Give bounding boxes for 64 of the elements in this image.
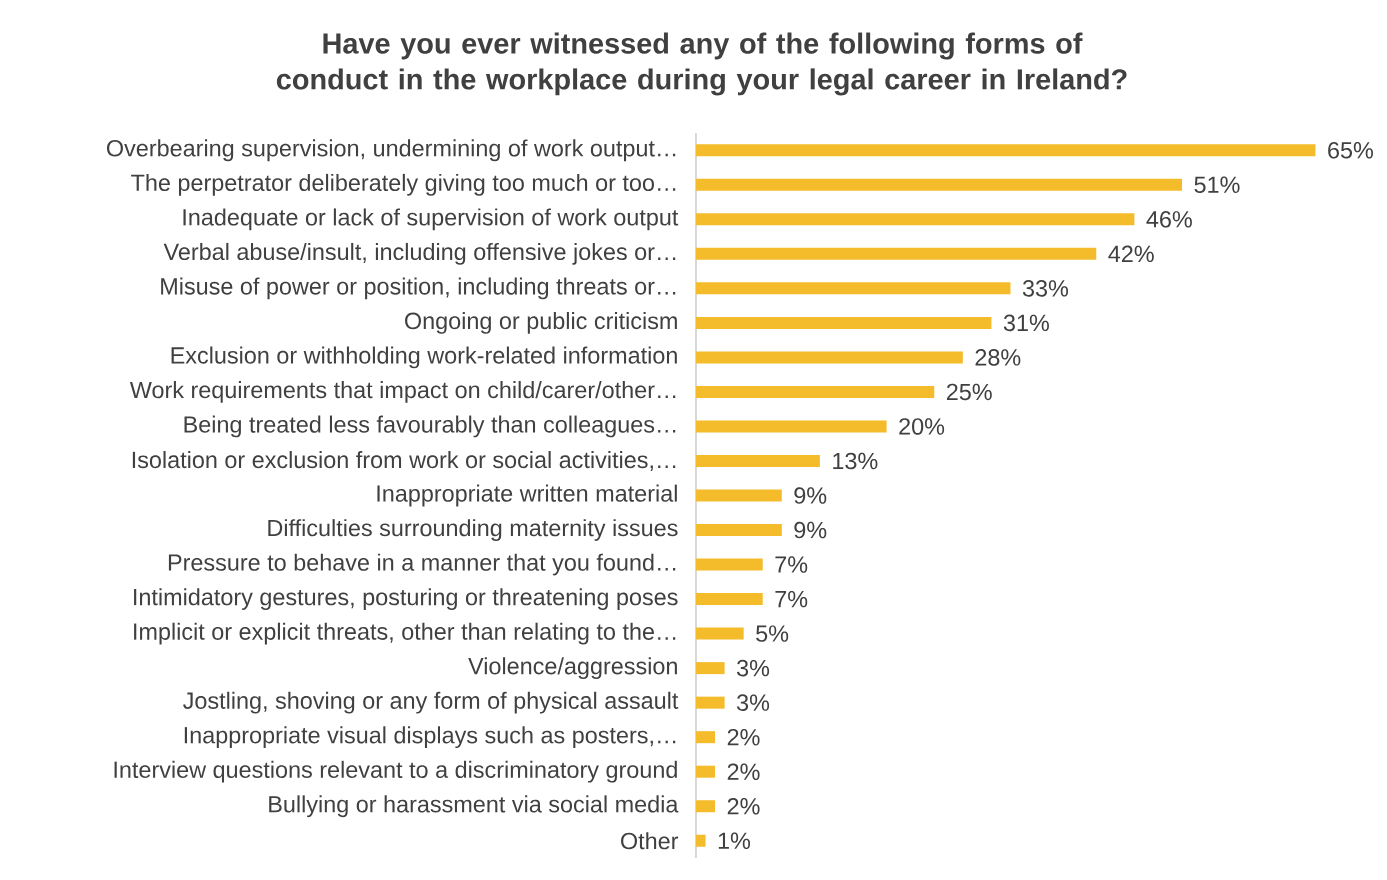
y-tick-label: Being treated less favourably than colleagues… — [184, 415, 676, 438]
y-tick-label: Exclusion or withholding work-related information — [171, 346, 677, 369]
y-tick-label: Violence/aggression — [468, 657, 677, 680]
data-label: 46% — [1146, 211, 1192, 228]
data-label: 20% — [899, 418, 945, 435]
y-tick-label: Jostling, shoving or any form of physical assault — [183, 691, 679, 714]
data-label: 2% — [727, 797, 760, 815]
data-label: 13% — [833, 452, 878, 470]
data-label: 33% — [1022, 280, 1069, 297]
bar — [696, 662, 725, 675]
y-tick-label: Intimidatory gestures, posturing or threatening poses — [134, 588, 678, 610]
bar — [696, 385, 935, 398]
data-label: 3% — [737, 694, 770, 711]
data-label: 31% — [1003, 314, 1049, 332]
y-tick-label: Inadequate or lack of supervision of work output — [183, 208, 679, 231]
data-label: 3% — [737, 659, 770, 677]
y-tick-label: Misuse of power or position, including threats or… — [161, 277, 676, 300]
bar — [696, 282, 1011, 295]
bar — [696, 316, 992, 329]
y-tick-label: Work requirements that impact on child/carer/other… — [129, 381, 676, 403]
bar — [696, 593, 763, 606]
data-label: 42% — [1108, 245, 1154, 263]
bar — [696, 247, 1097, 260]
bar — [696, 524, 782, 537]
bar — [696, 213, 1135, 226]
bar — [696, 351, 963, 364]
y-tick-label: Bullying or harassment via social media — [269, 795, 679, 818]
data-label: 1% — [718, 832, 751, 849]
y-tick-label: Inappropriate written material — [377, 484, 677, 507]
data-label: 9% — [794, 487, 827, 504]
bar — [696, 696, 725, 709]
data-label: 9% — [794, 521, 827, 539]
bar — [696, 420, 887, 433]
y-tick-label: Overbearing supervision, undermining of work output… — [106, 139, 676, 162]
y-tick-label: Difficulties surrounding maternity issues — [268, 519, 678, 541]
y-tick-label: The perpetrator deliberately giving too much or too… — [131, 173, 676, 196]
bar — [696, 489, 782, 502]
bar — [696, 144, 1316, 157]
data-label: 25% — [946, 383, 992, 401]
data-label: 28% — [975, 349, 1021, 366]
bar — [696, 558, 763, 571]
bar — [696, 627, 744, 640]
bar — [696, 800, 716, 813]
y-tick-label: Isolation or exclusion from work or social activities,… — [132, 451, 676, 471]
y-tick-label: Ongoing or public criticism — [405, 311, 677, 334]
data-label: 2% — [727, 763, 760, 780]
y-tick-label: Other — [621, 832, 679, 850]
bar — [696, 178, 1183, 191]
bar — [696, 731, 716, 744]
y-tick-label: Pressure to behave in a manner that you found… — [168, 553, 676, 576]
bar — [696, 765, 716, 778]
y-tick-label: Inappropriate visual displays such as posters,… — [184, 726, 676, 749]
bar — [696, 834, 706, 847]
data-label: 51% — [1194, 176, 1240, 194]
data-label: 7% — [775, 556, 808, 573]
y-tick-label: Verbal abuse/insult, including offensive jokes or… — [163, 242, 676, 265]
data-label: 65% — [1328, 141, 1373, 159]
y-tick-label: Interview questions relevant to a discriminatory ground — [114, 760, 677, 783]
data-label: 2% — [727, 728, 760, 746]
data-label: 5% — [756, 625, 789, 642]
chart-title: Have you ever witnessed any of the following forms of conduct in the workplace during your legal career in Ireland? — [276, 32, 1127, 96]
data-label: 7% — [775, 590, 808, 608]
y-tick-label: Implicit or explicit threats, other than relating to the… — [134, 622, 676, 645]
bar — [696, 454, 820, 467]
